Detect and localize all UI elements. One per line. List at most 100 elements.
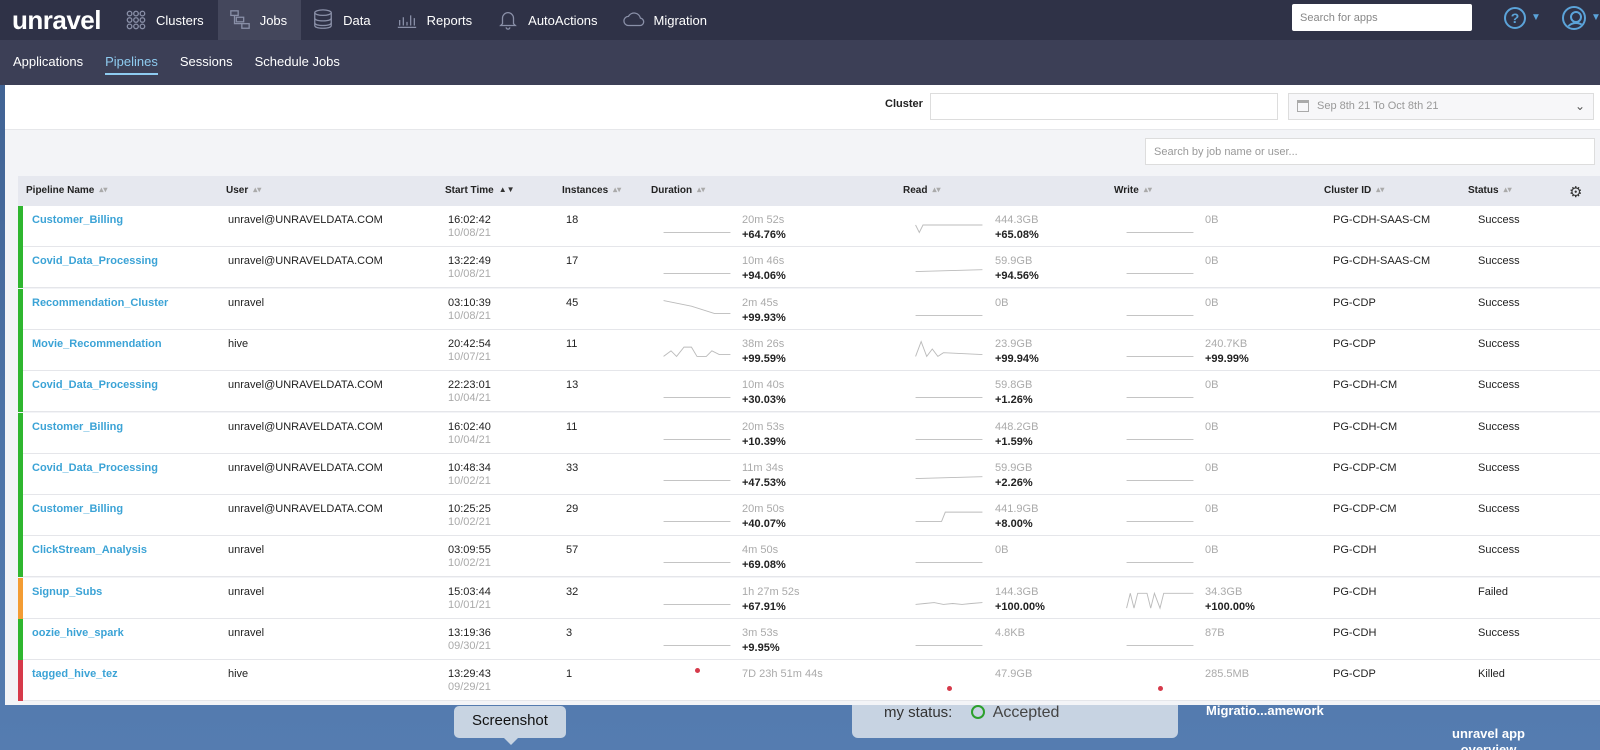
pipeline-name-link[interactable]: Covid_Data_Processing — [32, 255, 158, 268]
cluster-select[interactable] — [930, 93, 1278, 120]
cluster-id: PG-CDH-SAAS-CM — [1333, 255, 1431, 268]
pipeline-name-link[interactable]: Signup_Subs — [32, 585, 103, 598]
sort-icon[interactable]: ▴▾ — [1143, 185, 1152, 194]
column-header-write[interactable]: Write ▴▾ — [1114, 185, 1152, 196]
cluster-id: PG-CDH-CM — [1333, 420, 1398, 433]
pipeline-name-link[interactable]: ClickStream_Analysis — [32, 544, 147, 557]
status-text: Success — [1478, 544, 1520, 557]
status-widget: my status: Accepted — [852, 700, 1178, 738]
pipeline-name-link[interactable]: Recommendation_Cluster — [32, 296, 169, 309]
table-row[interactable]: Customer_Billing unravel@UNRAVELDATA.COM 1… — [18, 206, 1600, 247]
table-row[interactable]: Signup_Subs unravel 15:03:44 10/01/21 32 1h 2… — [18, 577, 1600, 619]
pipeline-name-link[interactable]: Covid_Data_Processing — [32, 379, 158, 392]
chevron-down-icon[interactable]: ▼ — [1531, 12, 1541, 23]
user-cell: unravel — [228, 585, 265, 598]
pipeline-name-link[interactable]: Movie_Recommendation — [32, 337, 162, 350]
sparkline — [663, 273, 731, 275]
duration-value: 2m 45s — [742, 296, 779, 309]
nav-jobs[interactable]: Jobs — [217, 0, 302, 40]
table-row[interactable]: Covid_Data_Processing unravel@UNRAVELDATA… — [18, 453, 1600, 495]
duration-change: +10.39% — [742, 435, 786, 448]
column-header-label: Read — [903, 185, 928, 196]
sort-icon[interactable]: ▴▾ — [1376, 185, 1385, 194]
table-row[interactable]: tagged_hive_tez hive 13:29:43 09/29/21 1 7D 2… — [18, 660, 1600, 702]
tab-sessions[interactable]: Sessions — [179, 54, 233, 69]
instances-count: 17 — [566, 255, 579, 268]
start-date: 10/04/21 — [448, 392, 491, 405]
brand-logo[interactable]: unravel — [12, 4, 102, 35]
tab-pipelines[interactable]: Pipelines — [105, 54, 158, 75]
duration-value: 20m 52s — [742, 214, 785, 226]
pipeline-name-link[interactable]: Customer_Billing — [32, 503, 124, 516]
instances-count: 13 — [566, 379, 579, 392]
column-header-instances[interactable]: Instances ▴▾ — [562, 185, 621, 196]
sparkline — [663, 397, 731, 399]
nav-clusters[interactable]: Clusters — [114, 0, 218, 40]
start-date: 10/08/21 — [448, 227, 491, 239]
help-icon[interactable]: ? — [1504, 7, 1526, 29]
start-time: 13:29:43 — [448, 668, 491, 681]
tab-schedule-jobs[interactable]: Schedule Jobs — [254, 54, 340, 69]
cluster-id: PG-CDP — [1333, 668, 1376, 681]
sparkline — [663, 299, 731, 314]
desktop-app-label[interactable]: unravel app overview — [1452, 726, 1525, 750]
search-apps-input[interactable] — [1292, 4, 1472, 31]
date-range-picker[interactable]: Sep 8th 21 To Oct 8th 21 ⌄ — [1288, 93, 1594, 120]
start-date: 10/08/21 — [448, 309, 491, 322]
tab-applications[interactable]: Applications — [13, 54, 84, 69]
nav-data[interactable]: Data — [301, 0, 384, 40]
chevron-down-icon[interactable]: ▼ — [1591, 12, 1600, 23]
sparkline-path — [915, 340, 983, 358]
column-header-start-time[interactable]: Start Time ▲▼ — [445, 185, 515, 196]
sort-icon[interactable]: ▴▾ — [613, 185, 622, 194]
nav-migration[interactable]: Migration — [612, 0, 721, 40]
start-date: 10/02/21 — [448, 516, 491, 529]
sort-icon[interactable]: ▲▼ — [498, 185, 515, 194]
gear-icon[interactable]: ⚙ — [1569, 184, 1583, 201]
pipeline-name-link[interactable]: oozie_hive_spark — [32, 627, 124, 639]
table-row[interactable]: Movie_Recommendation hive 20:42:54 10/07/21… — [18, 329, 1600, 371]
table-row[interactable]: Recommendation_Cluster unravel 03:10:39 10/… — [18, 288, 1600, 330]
write-value: 0B — [1205, 420, 1219, 433]
status-text: Success — [1478, 420, 1520, 433]
sparkline — [1126, 231, 1194, 233]
sort-icon[interactable]: ▴▾ — [932, 185, 941, 194]
user-avatar-icon[interactable] — [1562, 6, 1586, 30]
table-row[interactable]: oozie_hive_spark unravel 13:19:36 09/30/21 3… — [18, 619, 1600, 660]
table-row[interactable]: Customer_Billing unravel@UNRAVELDATA.COM 1… — [18, 495, 1600, 537]
column-header-user[interactable]: User ▴▾ — [226, 185, 261, 196]
pipeline-name-link[interactable]: Customer_Billing — [32, 420, 124, 433]
sort-icon[interactable]: ▴▾ — [99, 185, 108, 194]
desktop-migration-label[interactable]: Migratio...amework — [1206, 703, 1324, 718]
pipeline-name-link[interactable]: Customer_Billing — [32, 214, 124, 226]
filter-bar: Cluster Sep 8th 21 To Oct 8th 21 ⌄ — [5, 85, 1600, 130]
nav-reports[interactable]: Reports — [385, 0, 487, 40]
chevron-down-icon: ⌄ — [1574, 99, 1585, 113]
pipeline-name-link[interactable]: Covid_Data_Processing — [32, 461, 158, 474]
start-time: 10:25:25 — [448, 503, 491, 516]
table-row[interactable]: Covid_Data_Processing unravel@UNRAVELDATA… — [18, 247, 1600, 289]
column-header-pipeline-name[interactable]: Pipeline Name ▴▾ — [26, 185, 107, 196]
sparkline — [1126, 521, 1194, 522]
sort-icon[interactable]: ▴▾ — [253, 185, 262, 194]
cluster-id: PG-CDH-CM — [1333, 379, 1398, 392]
read-value: 444.3GB — [995, 214, 1039, 226]
job-search-input[interactable] — [1145, 138, 1595, 165]
single-point-marker — [1158, 686, 1163, 692]
check-icon — [970, 705, 985, 719]
user-cell: unravel@UNRAVELDATA.COM — [228, 503, 383, 516]
duration-change: +64.76% — [742, 229, 786, 241]
user-cell: unravel — [228, 296, 265, 309]
sort-icon[interactable]: ▴▾ — [1503, 185, 1512, 194]
table-row[interactable]: Covid_Data_Processing unravel@UNRAVELDATA… — [18, 371, 1600, 413]
table-row[interactable]: Customer_Billing unravel@UNRAVELDATA.COM 1… — [18, 412, 1600, 454]
sparkline — [1126, 562, 1194, 564]
pipeline-name-link[interactable]: tagged_hive_tez — [32, 668, 118, 681]
column-header-read[interactable]: Read ▴▾ — [903, 185, 940, 196]
column-header-status[interactable]: Status ▴▾ — [1468, 185, 1512, 196]
nav-autoactions[interactable]: AutoActions — [486, 0, 611, 40]
table-row[interactable]: ClickStream_Analysis unravel 03:09:55 10/02… — [18, 536, 1600, 578]
column-header-duration[interactable]: Duration ▴▾ — [651, 185, 705, 196]
sort-icon[interactable]: ▴▾ — [697, 185, 706, 194]
column-header-cluster-id[interactable]: Cluster ID ▴▾ — [1324, 185, 1384, 196]
